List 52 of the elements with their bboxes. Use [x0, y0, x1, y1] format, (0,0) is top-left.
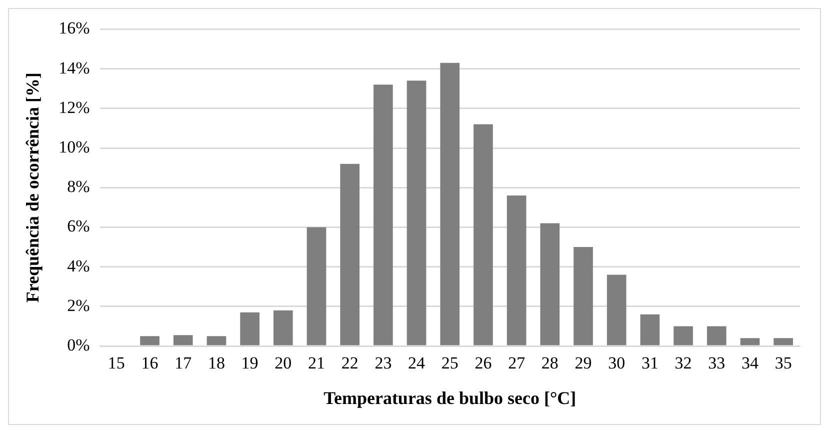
bar	[474, 124, 493, 346]
bar	[240, 312, 260, 346]
bar	[540, 223, 560, 346]
x-tick-label: 19	[241, 354, 258, 373]
bar	[206, 336, 226, 346]
y-tick-label: 14%	[58, 58, 90, 78]
y-axis-title: Frequência de ocorrência [%]	[22, 72, 42, 303]
bar	[606, 274, 626, 346]
bar	[173, 335, 193, 346]
bar	[740, 338, 760, 346]
x-tick-label: 35	[774, 354, 792, 373]
x-tick-label: 25	[441, 354, 458, 373]
bar	[774, 338, 793, 346]
x-tick-label: 22	[341, 354, 358, 373]
bar	[140, 336, 160, 346]
x-tick-label: 18	[208, 354, 225, 373]
y-tick-label: 2%	[67, 296, 90, 315]
x-tick-label: 33	[708, 354, 726, 373]
x-tick-label: 26	[474, 354, 492, 373]
y-tick-label: 8%	[67, 177, 90, 196]
x-tick-label: 17	[174, 354, 192, 373]
bar	[340, 164, 360, 346]
bar	[574, 247, 593, 346]
x-tick-label: 15	[108, 354, 125, 373]
x-tick-label: 16	[141, 354, 158, 373]
bar	[374, 84, 393, 346]
x-tick-label: 23	[374, 354, 392, 373]
x-tick-label: 20	[274, 354, 292, 373]
x-tick-label: 29	[574, 354, 592, 373]
bar	[273, 310, 293, 346]
bar	[306, 227, 326, 346]
bar	[674, 326, 693, 346]
y-tick-label: 6%	[67, 216, 90, 236]
x-tick-label: 24	[408, 354, 426, 373]
bar	[640, 314, 660, 346]
bar	[506, 196, 526, 346]
x-tick-label: 27	[508, 354, 526, 373]
y-tick-label: 4%	[67, 256, 90, 276]
bar	[706, 326, 726, 346]
x-tick-label: 34	[741, 354, 759, 373]
x-tick-label: 32	[674, 354, 692, 373]
bar	[440, 62, 460, 346]
y-tick-label: 16%	[58, 18, 90, 38]
x-tick-label: 21	[308, 354, 325, 373]
x-tick-label: 31	[641, 354, 658, 373]
x-axis-title: Temperaturas de bulbo seco [°C]	[324, 388, 576, 408]
y-tick-label: 12%	[58, 98, 90, 117]
y-tick-label: 10%	[58, 137, 90, 156]
x-tick-label: 30	[608, 354, 626, 373]
bar	[406, 80, 426, 346]
x-tick-label: 28	[541, 354, 558, 373]
y-tick-label: 0%	[67, 335, 90, 354]
